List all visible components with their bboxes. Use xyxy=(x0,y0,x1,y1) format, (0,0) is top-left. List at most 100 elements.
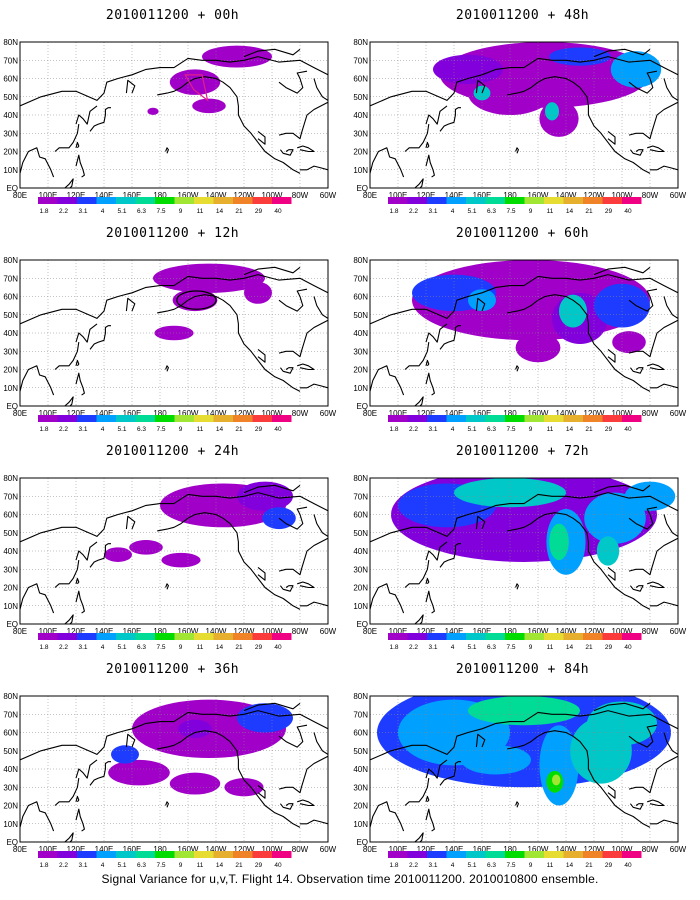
coastline xyxy=(607,566,616,581)
coastline xyxy=(279,803,294,810)
longitude-tick-label: 180 xyxy=(153,409,167,418)
colorbar-swatch xyxy=(233,851,253,858)
colorbar-swatch xyxy=(57,851,77,858)
panel-title: 2010011200 + 60h xyxy=(455,226,590,241)
colorbar-label: 2.2 xyxy=(59,208,68,215)
coastline xyxy=(628,101,678,140)
colorbar-swatch xyxy=(563,197,583,204)
coastline xyxy=(628,319,678,358)
figure-caption: Signal Variance for u,v,T. Flight 14. Ob… xyxy=(101,872,599,886)
colorbar-label: 1.8 xyxy=(39,208,48,215)
longitude-tick-label: 140E xyxy=(445,627,464,636)
panel-title: 2010011200 + 12h xyxy=(105,226,240,241)
coastline xyxy=(425,808,435,832)
colorbar-swatch xyxy=(272,633,292,640)
coastline xyxy=(537,512,651,610)
latitude-tick-label: 10N xyxy=(353,384,368,393)
map-frame xyxy=(369,695,679,843)
coastline xyxy=(278,724,308,748)
longitude-tick-label: 120E xyxy=(417,627,436,636)
latitude-tick-label: 50N xyxy=(353,747,368,756)
colorbar-label: 11 xyxy=(547,208,554,215)
coastline xyxy=(593,266,651,276)
colorbar-swatch xyxy=(407,633,427,640)
map-frame xyxy=(369,477,679,625)
coastline xyxy=(404,778,430,806)
colorbar-label: 5.1 xyxy=(117,208,126,215)
colorbar-swatch xyxy=(544,633,564,640)
coastline xyxy=(278,506,308,530)
colorbar-swatch xyxy=(96,633,116,640)
colorbar-label: 14 xyxy=(216,208,224,215)
colorbar-swatch xyxy=(622,415,642,422)
longitude-tick-label: 80W xyxy=(292,409,309,418)
colorbar-label: 14 xyxy=(216,426,224,433)
latitude-tick-label: 20N xyxy=(3,366,18,375)
longitude-tick-label: 120W xyxy=(234,409,255,418)
coastline xyxy=(404,560,430,588)
coastline xyxy=(650,165,678,171)
coastline xyxy=(64,396,74,406)
colorbar-label: 3.1 xyxy=(428,644,437,651)
coastline xyxy=(257,784,266,799)
coastline xyxy=(64,832,74,842)
latitude-tick-label: EQ xyxy=(356,184,368,193)
colorbar: 1.8 2.2 3.1 4 5.1 6.3 7.5 9 11 14 21 29 40 xyxy=(388,851,642,869)
coastline xyxy=(75,577,80,585)
longitude-tick-label: 60W xyxy=(320,191,337,200)
longitude-tick-label: 80W xyxy=(642,627,659,636)
longitude-tick-label: 100E xyxy=(389,845,408,854)
colorbar-swatch xyxy=(563,851,583,858)
panel-72h: 2010011200 + 72h 80N 70N 60N 50N 40N 30N 20N 10N… xyxy=(350,436,695,658)
coastline xyxy=(647,799,665,807)
coastline xyxy=(507,299,539,314)
colorbar-swatch xyxy=(155,197,175,204)
colorbar-swatch xyxy=(563,633,583,640)
latitude-tick-label: 60N xyxy=(3,75,18,84)
coastline xyxy=(439,543,461,568)
coastline xyxy=(75,154,85,178)
colorbar-label: 21 xyxy=(235,426,243,433)
coastline xyxy=(75,359,80,367)
coastline xyxy=(515,583,519,590)
panel-title: 2010011200 + 72h xyxy=(455,444,590,459)
latitude-tick-label: 30N xyxy=(3,783,18,792)
longitude-tick-label: 160E xyxy=(473,409,492,418)
colorbar-label: 14 xyxy=(566,644,574,651)
colorbar-swatch xyxy=(194,197,214,204)
longitude-tick-label: 160W xyxy=(178,409,199,418)
colorbar-label: 2.2 xyxy=(409,862,418,869)
coastline xyxy=(20,583,55,614)
colorbar-label: 6.3 xyxy=(487,208,496,215)
coastline xyxy=(515,147,519,154)
longitude-tick-label: 180 xyxy=(503,191,517,200)
colorbar-label: 6.3 xyxy=(487,862,496,869)
colorbar-label: 14 xyxy=(216,644,224,651)
coastline xyxy=(75,323,98,343)
variance-region xyxy=(468,696,580,726)
variance-region xyxy=(552,774,561,786)
coastline xyxy=(414,832,424,842)
variance-region xyxy=(129,540,163,555)
coastline xyxy=(439,761,461,786)
colorbar-label: 3.1 xyxy=(428,862,437,869)
coastline xyxy=(425,154,435,178)
longitude-tick-label: 140E xyxy=(445,409,464,418)
coastline xyxy=(297,799,315,807)
longitude-tick-label: 160W xyxy=(528,627,549,636)
colorbar-label: 21 xyxy=(235,862,243,869)
colorbar-swatch xyxy=(427,197,447,204)
variance-region xyxy=(545,102,559,121)
latitude-tick-label: 50N xyxy=(3,529,18,538)
colorbar-swatch xyxy=(77,197,97,204)
longitude-tick-label: 140E xyxy=(445,191,464,200)
coastline xyxy=(187,730,301,828)
coastline xyxy=(425,359,430,367)
coastline xyxy=(20,801,55,832)
colorbar-swatch xyxy=(57,633,77,640)
longitude-tick-label: 140W xyxy=(556,627,577,636)
variance-region xyxy=(178,719,212,738)
